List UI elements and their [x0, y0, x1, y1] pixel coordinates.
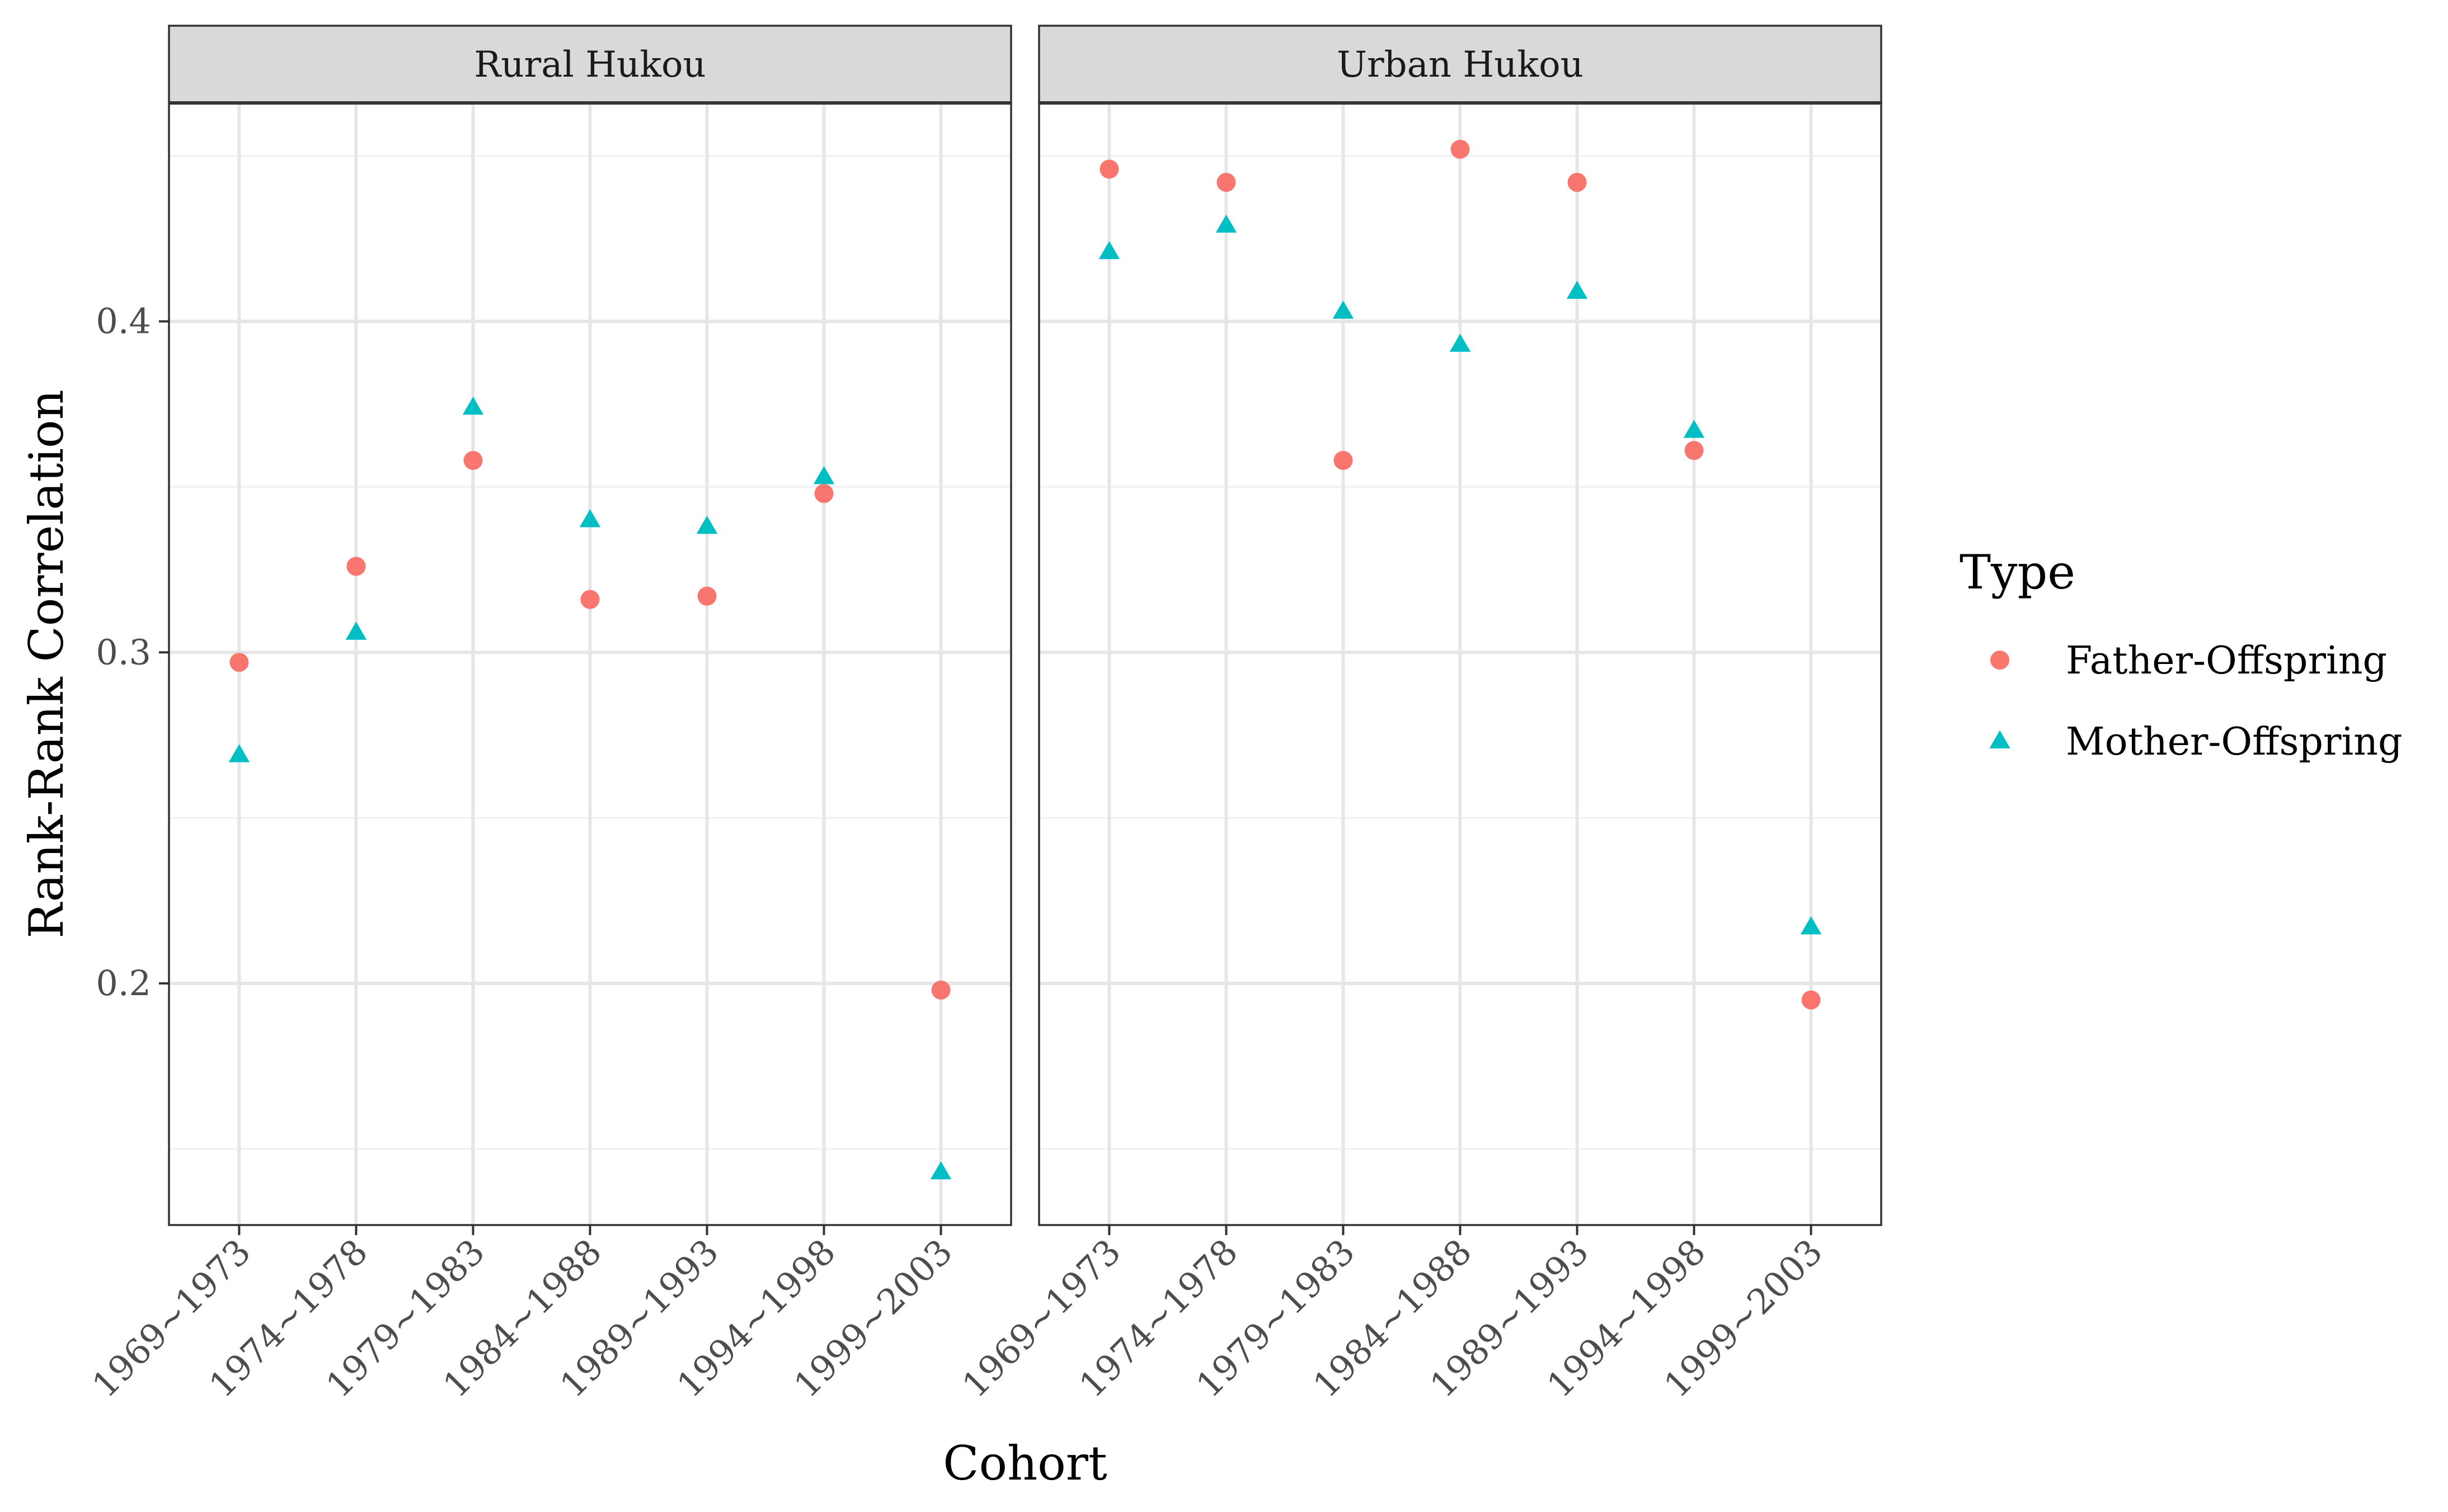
point-mother-offspring-5: [1566, 280, 1588, 299]
point-father-offspring-6: [814, 484, 834, 503]
y-tick-label: 0.3: [96, 632, 151, 672]
point-mother-offspring-6: [813, 466, 835, 484]
point-father-offspring-4: [1450, 139, 1470, 159]
legend-item-2: Mother-Offspring: [1989, 720, 2402, 764]
point-father-offspring-7: [1801, 990, 1821, 1010]
point-mother-offspring-2: [345, 621, 367, 640]
point-father-offspring-2: [1216, 173, 1236, 192]
point-father-offspring-4: [580, 590, 600, 609]
legend-key-triangle: [1989, 730, 2010, 748]
point-mother-offspring-7: [1800, 916, 1822, 935]
point-father-offspring-3: [1333, 451, 1353, 470]
y-tick-label: 0.4: [96, 301, 151, 342]
facet-panel-1: Rural Hukou1969~19731974~19781979~198319…: [84, 25, 1012, 1405]
point-father-offspring-5: [697, 586, 717, 606]
point-father-offspring-6: [1684, 441, 1704, 460]
legend-items: Father-Offspring Mother-Offspring: [1989, 639, 2402, 764]
point-father-offspring-5: [1567, 173, 1587, 192]
point-father-offspring-1: [1100, 159, 1119, 179]
point-mother-offspring-6: [1683, 420, 1705, 438]
legend-item-1: Father-Offspring: [1990, 639, 2387, 683]
point-mother-offspring-4: [579, 509, 601, 527]
point-mother-offspring-4: [1449, 333, 1471, 352]
y-axis: 0.2 0.3 0.4: [96, 301, 169, 1004]
point-father-offspring-3: [463, 451, 483, 470]
legend-key-circle: [1990, 651, 2009, 670]
facet-strip-label: Urban Hukou: [1337, 44, 1584, 86]
point-mother-offspring-1: [1098, 241, 1120, 260]
legend-label: Mother-Offspring: [2066, 720, 2402, 764]
x-axis-title: Cohort: [943, 1436, 1107, 1491]
facet-panel-2: Urban Hukou1969~19731974~19781979~198319…: [955, 25, 1882, 1405]
facet-strip: [168, 25, 1012, 104]
point-father-offspring-1: [229, 653, 249, 672]
point-father-offspring-2: [346, 557, 366, 576]
point-mother-offspring-7: [930, 1161, 952, 1180]
point-mother-offspring-2: [1215, 214, 1237, 233]
facet-strip: [1038, 25, 1882, 104]
legend: Type Father-Offspring Mother-Offspring: [1960, 545, 2402, 764]
y-tick-label: 0.2: [96, 963, 151, 1004]
point-mother-offspring-1: [228, 744, 250, 762]
legend-title: Type: [1960, 545, 2075, 600]
facet-panels: Rural Hukou1969~19731974~19781979~198319…: [84, 25, 1882, 1405]
y-axis-title: Rank-Rank Correlation: [19, 389, 74, 938]
point-mother-offspring-3: [462, 397, 484, 415]
point-mother-offspring-5: [696, 516, 718, 534]
point-father-offspring-7: [931, 980, 951, 1000]
legend-label: Father-Offspring: [2066, 639, 2387, 683]
point-mother-offspring-3: [1332, 300, 1354, 319]
facet-strip-label: Rural Hukou: [474, 44, 706, 86]
